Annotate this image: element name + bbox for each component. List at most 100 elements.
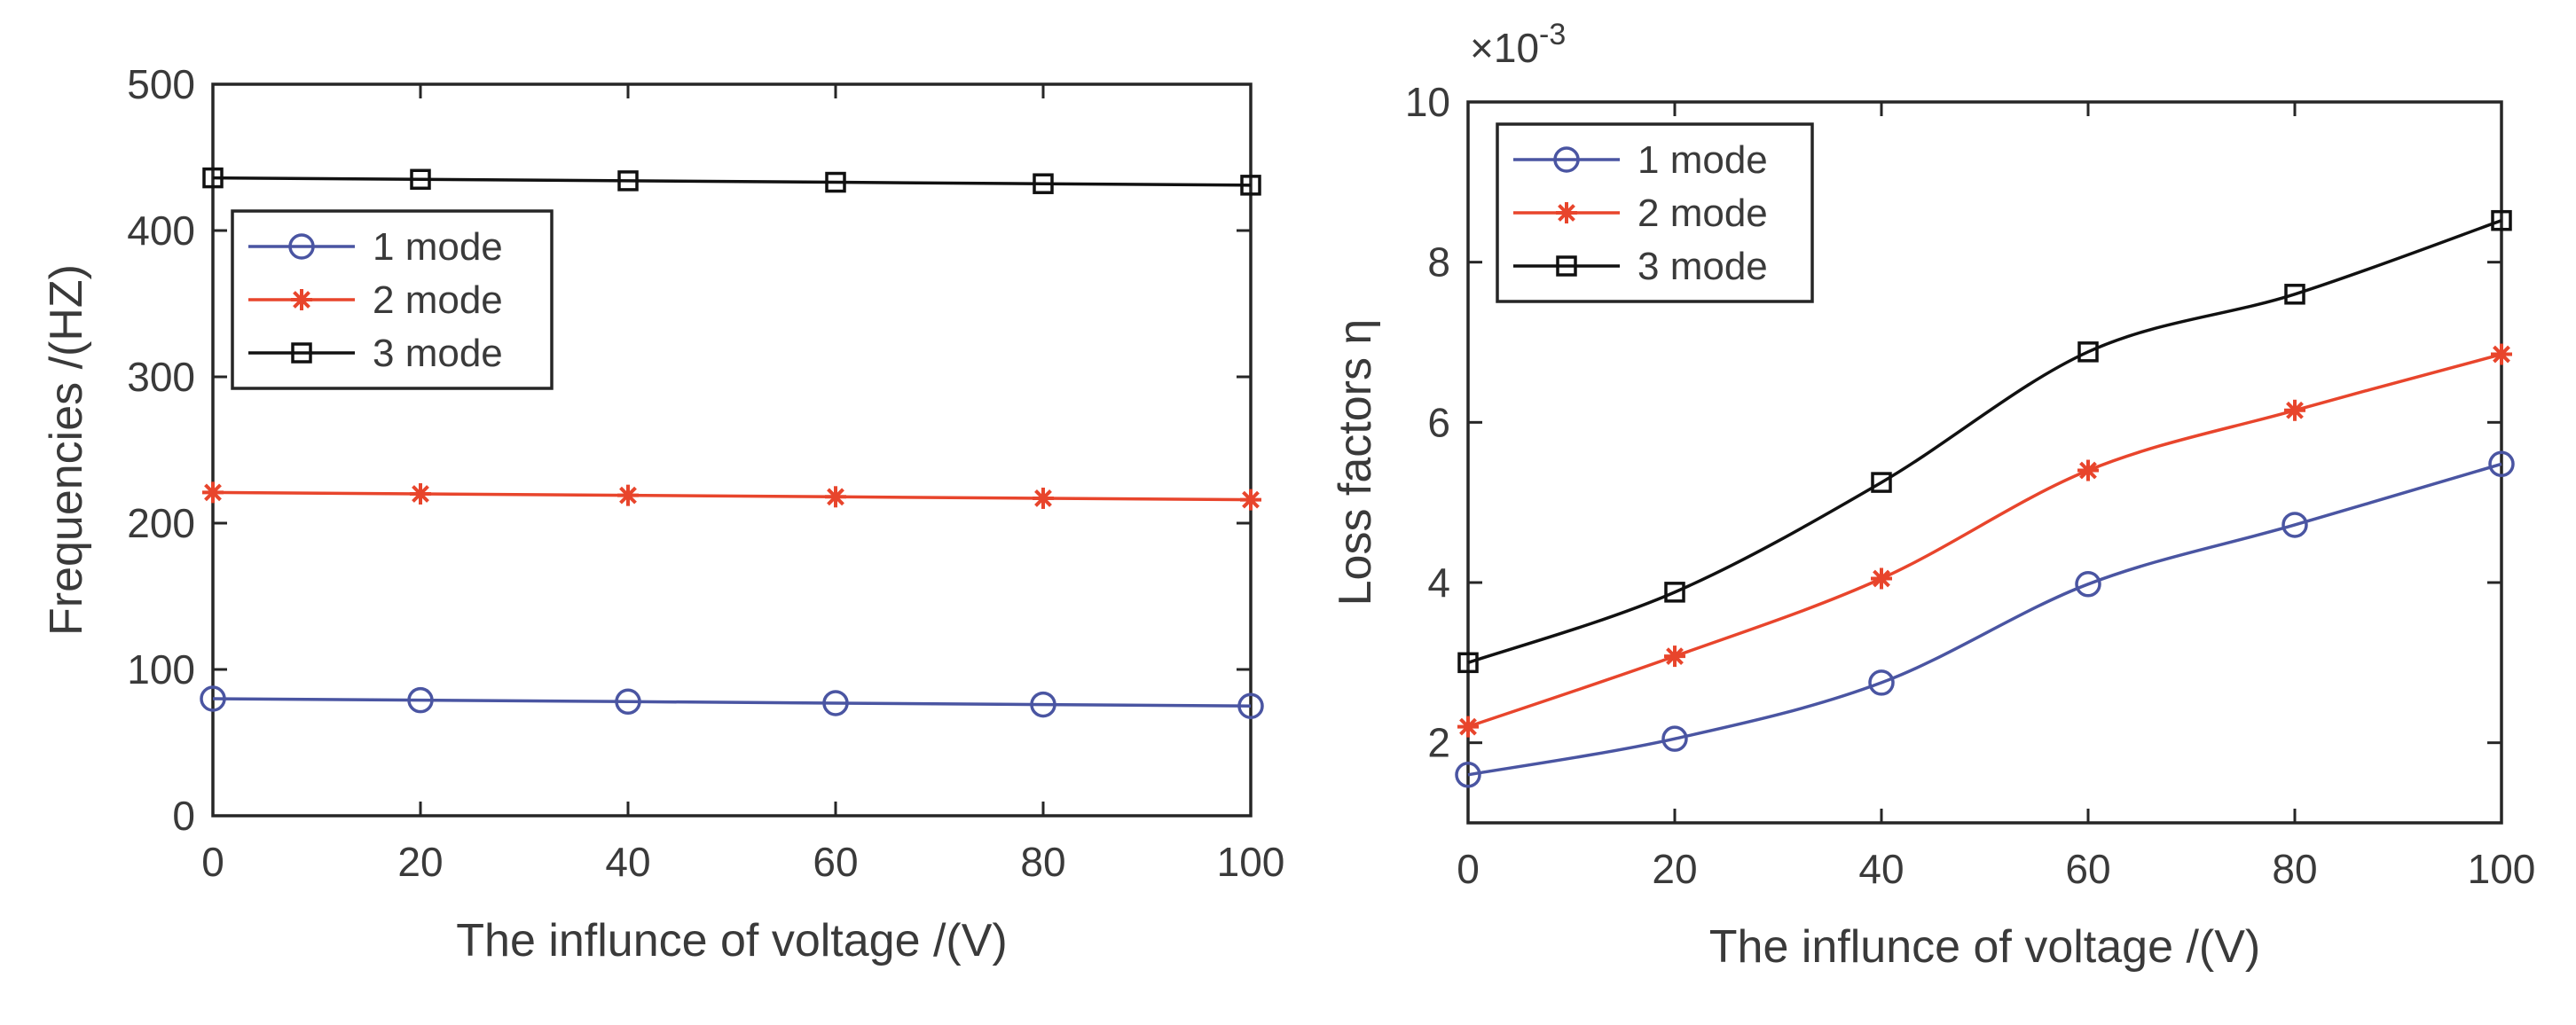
series-line (1467, 462, 2502, 777)
data-point (1455, 762, 1481, 788)
series-3-mode (202, 167, 1261, 196)
y-tick-label: 500 (127, 61, 195, 107)
series-2-mode (202, 481, 1261, 511)
legend-label: 2 mode (373, 278, 503, 322)
data-point (1871, 472, 1892, 493)
legend-marker (1556, 255, 1577, 277)
data-point (2077, 341, 2099, 363)
series-line (212, 697, 1252, 708)
x-axis-label: The influnce of voltage /(V) (456, 915, 1007, 966)
frequencies-chart: 0 20 40 60 80 100 0 100 200 300 400 500 The influnce… (41, 61, 1284, 966)
y-tick-label: 2 (1427, 720, 1450, 766)
plot-frame (211, 82, 1253, 818)
series-2-mode (1457, 343, 2512, 738)
x-tick-label: 60 (813, 839, 858, 885)
data-point (2491, 209, 2512, 231)
series-line (212, 490, 1252, 502)
data-point (1033, 487, 1054, 509)
series-line (1467, 352, 2502, 729)
legend-marker (1553, 146, 1580, 173)
y-tick-label: 200 (127, 500, 195, 546)
data-point (1664, 582, 1685, 603)
legend-label: 3 mode (373, 332, 503, 375)
data-point (615, 688, 641, 716)
x-tick-label: 80 (1020, 839, 1065, 885)
x-tick-label: 0 (201, 839, 224, 885)
y-tick-label: 6 (1427, 399, 1450, 445)
data-point (1661, 725, 1688, 752)
x-tick-label: 100 (2468, 846, 2536, 892)
legend-label: 1 mode (373, 225, 503, 269)
data-point (2075, 571, 2101, 598)
y-tick-label: 10 (1405, 79, 1450, 125)
data-point (617, 484, 639, 506)
legend: 1 mode 2 mode 3 mode (1496, 122, 1814, 303)
data-point (200, 685, 226, 712)
data-point (407, 686, 434, 714)
y-tick-label: 4 (1427, 559, 1450, 606)
x-tick-label: 20 (1652, 846, 1697, 892)
data-point (1457, 716, 1479, 738)
y-tick-label: 8 (1427, 239, 1450, 286)
y-tick-label: 0 (172, 793, 195, 839)
y-tick-label: 100 (127, 646, 195, 692)
data-point (1664, 646, 1685, 668)
legend-label: 1 mode (1637, 138, 1768, 182)
x-axis-label: The influnce of voltage /(V) (1709, 921, 2260, 973)
y-tick-label: 300 (127, 354, 195, 400)
data-point (1030, 691, 1056, 718)
legend-entry: 1 mode (1513, 138, 1768, 182)
x-tick-label: 40 (1858, 846, 1904, 892)
y-exponent-power: -3 (1539, 18, 1566, 51)
data-point (2491, 343, 2512, 365)
data-point (2281, 512, 2308, 538)
legend-marker (288, 233, 315, 260)
data-point (202, 167, 224, 189)
legend: 1 mode 2 mode 3 mode (231, 209, 554, 390)
data-point (617, 170, 639, 192)
y-tick-label: 400 (127, 207, 195, 254)
loss-factors-chart: 0 20 40 60 80 100 2 4 6 8 10 ×10-3 The influnce of v… (1330, 18, 2535, 973)
legend-entry: 2 mode (248, 278, 503, 322)
series-1-mode (200, 685, 1264, 719)
x-tick-label: 60 (2065, 846, 2110, 892)
series-1-mode (1455, 450, 2515, 788)
series-line (1467, 219, 2502, 664)
data-point (1033, 173, 1054, 194)
data-point (1240, 489, 1261, 511)
legend-entry: 2 mode (1513, 192, 1768, 235)
data-point (825, 171, 846, 193)
data-point (410, 483, 431, 505)
legend-label: 3 mode (1637, 245, 1768, 288)
series-line (212, 176, 1252, 187)
x-tick-label: 40 (605, 839, 650, 885)
legend-marker (1556, 202, 1577, 223)
data-point (1871, 567, 1892, 590)
series-3-mode (1457, 209, 2512, 674)
y-exponent-base: ×10 (1470, 25, 1539, 71)
data-point (2284, 399, 2305, 421)
plot-frame (1466, 100, 2503, 825)
legend-entry: 3 mode (248, 332, 503, 375)
data-point (2077, 459, 2099, 481)
data-point (2284, 284, 2305, 305)
legend-label: 2 mode (1637, 192, 1768, 235)
y-axis-label: Frequencies /(HZ) (41, 264, 92, 636)
legend-entry: 3 mode (1513, 245, 1768, 288)
legend-marker (291, 342, 312, 364)
data-point (825, 486, 846, 508)
data-point (1237, 692, 1264, 719)
x-tick-label: 80 (2272, 846, 2317, 892)
data-point (1240, 175, 1261, 196)
x-tick-label: 100 (1217, 839, 1285, 885)
legend-marker (291, 289, 312, 310)
data-point (1457, 652, 1479, 674)
y-axis-label: Loss factors η (1330, 319, 1381, 606)
data-point (822, 690, 849, 716)
y-exponent-label: ×10-3 (1470, 18, 1566, 71)
x-tick-label: 20 (397, 839, 443, 885)
data-point (410, 168, 431, 190)
data-point (2488, 450, 2515, 478)
data-point (1868, 669, 1895, 696)
